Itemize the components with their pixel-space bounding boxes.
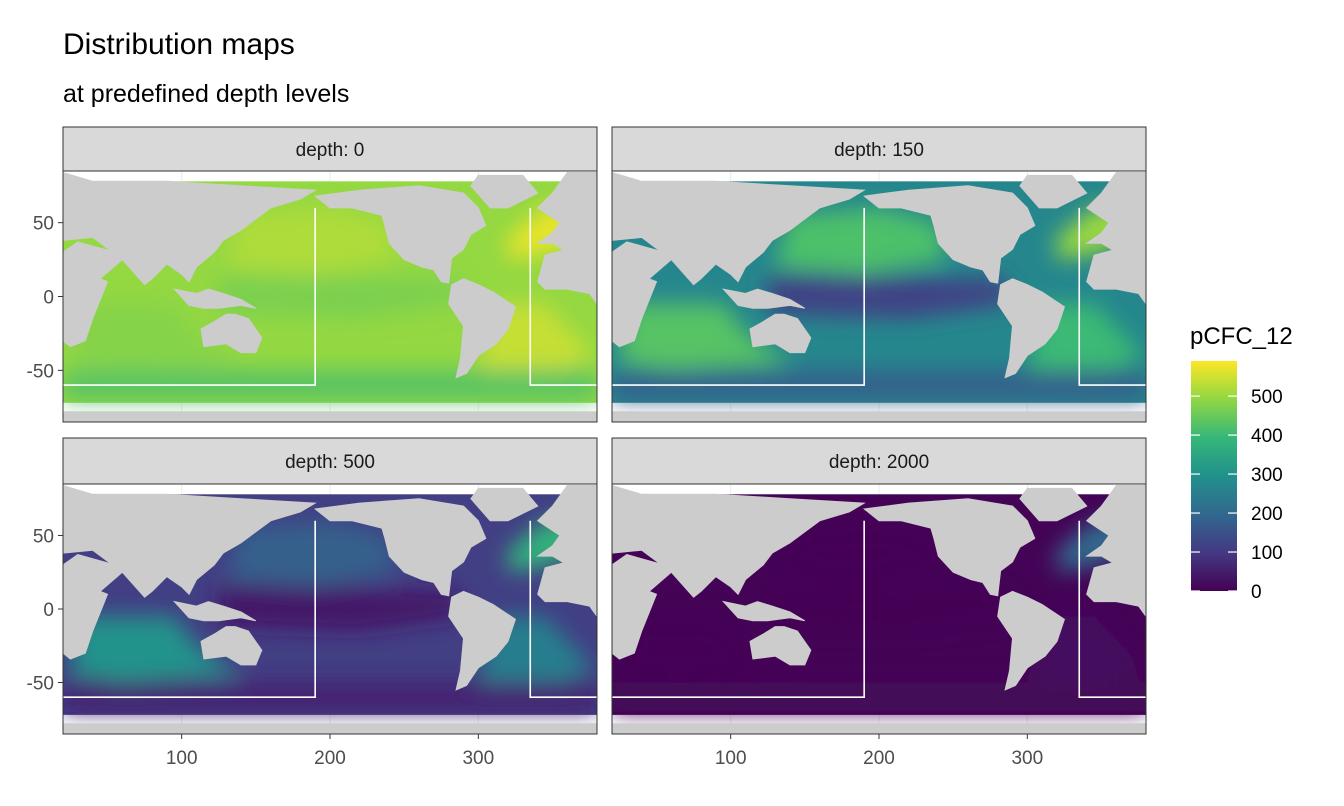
land-mass bbox=[63, 171, 317, 286]
region-tropical-pacific bbox=[767, 274, 1013, 319]
x-tick-label: 200 bbox=[314, 748, 346, 769]
y-tick-label: 50 bbox=[33, 214, 54, 235]
land-mass bbox=[200, 313, 263, 354]
region-southern-indian bbox=[70, 303, 242, 371]
land-mass bbox=[612, 171, 866, 286]
y-tick-label: 50 bbox=[33, 526, 54, 547]
land-mass bbox=[448, 590, 516, 691]
x-tick-label: 100 bbox=[166, 748, 198, 769]
panel-plot-area bbox=[612, 484, 1146, 734]
land-mass bbox=[862, 185, 1036, 284]
facet-strip-label: depth: 0 bbox=[296, 140, 365, 161]
land-mass bbox=[537, 248, 597, 305]
region-box-west bbox=[63, 207, 316, 386]
land-mass bbox=[537, 561, 597, 618]
panel-plot-area bbox=[63, 484, 597, 734]
legend-break-label: 200 bbox=[1251, 504, 1283, 525]
land-mass bbox=[172, 288, 257, 309]
region-tropical-pacific bbox=[218, 274, 464, 319]
legend-colorbar bbox=[1191, 361, 1237, 591]
region-north-pacific bbox=[775, 207, 946, 275]
y-tick-label: -50 bbox=[27, 674, 54, 695]
region-southern-ocean bbox=[63, 682, 597, 712]
land-mass bbox=[612, 554, 673, 660]
land-mass bbox=[612, 411, 1146, 422]
region-box-west bbox=[612, 520, 865, 699]
land-mass bbox=[313, 185, 487, 284]
region-box-west bbox=[612, 207, 865, 386]
region-box-west bbox=[63, 520, 316, 699]
region-southern-indian bbox=[619, 303, 790, 371]
region-north-pacific bbox=[775, 520, 946, 587]
land-mass bbox=[313, 498, 487, 597]
region-box-east bbox=[1078, 207, 1146, 386]
land-mass bbox=[63, 723, 597, 734]
land-mass bbox=[1019, 487, 1088, 522]
facet-panel-0: depth: 0 bbox=[62, 126, 598, 423]
region-tropical-pacific bbox=[767, 586, 1013, 632]
region-southern-indian bbox=[70, 616, 242, 683]
x-tick-label: 100 bbox=[715, 748, 747, 769]
legend-break-label: 500 bbox=[1251, 387, 1283, 408]
panel-plot-area bbox=[612, 171, 1146, 422]
region-southern-ocean bbox=[612, 370, 1146, 400]
legend-title: pCFC_12 bbox=[1190, 323, 1293, 350]
y-tick-label: 0 bbox=[43, 288, 54, 309]
facet-strip-label: depth: 2000 bbox=[829, 452, 929, 473]
land-mass bbox=[1019, 174, 1088, 209]
region-southern-ocean bbox=[612, 682, 1146, 712]
land-mass bbox=[470, 487, 539, 522]
land-mass bbox=[997, 278, 1065, 379]
land-mass bbox=[200, 626, 263, 666]
land-mass bbox=[1086, 248, 1146, 305]
land-mass bbox=[612, 484, 866, 598]
region-southern-indian bbox=[619, 616, 790, 683]
land-mass bbox=[721, 288, 806, 309]
region-box-east bbox=[529, 520, 597, 699]
land-mass bbox=[862, 498, 1036, 597]
land-mass bbox=[612, 723, 1146, 734]
region-north-pacific bbox=[226, 520, 397, 587]
panel-plot-area bbox=[63, 171, 597, 422]
land-mass bbox=[721, 600, 806, 622]
x-tick-label: 300 bbox=[1011, 748, 1043, 769]
region-box-east bbox=[1078, 520, 1146, 699]
land-mass bbox=[63, 241, 124, 348]
land-mass bbox=[749, 626, 812, 666]
panel-border bbox=[611, 170, 1147, 423]
land-mass bbox=[470, 174, 539, 209]
region-box-east bbox=[529, 207, 597, 386]
legend-break-label: 100 bbox=[1251, 543, 1283, 564]
facet-strip bbox=[611, 126, 1147, 172]
facet-strip-label: depth: 150 bbox=[834, 140, 924, 161]
land-mass bbox=[172, 600, 257, 622]
facet-panel-1: depth: 150 bbox=[611, 126, 1147, 423]
facet-panel-2: depth: 500 bbox=[62, 437, 598, 735]
land-mass bbox=[997, 590, 1065, 691]
y-tick-label: -50 bbox=[27, 361, 54, 382]
x-tick-label: 200 bbox=[863, 748, 895, 769]
region-north-pacific bbox=[226, 207, 397, 275]
region-southern-ocean bbox=[63, 370, 597, 400]
land-mass bbox=[63, 484, 317, 598]
land-mass bbox=[448, 278, 516, 379]
land-mass bbox=[612, 241, 673, 348]
legend-break-label: 400 bbox=[1251, 426, 1283, 447]
legend-break-label: 0 bbox=[1251, 582, 1262, 603]
land-mass bbox=[1086, 561, 1146, 618]
legend-break-label: 300 bbox=[1251, 465, 1283, 486]
chart-title: Distribution maps bbox=[63, 28, 295, 61]
y-tick-label: 0 bbox=[43, 600, 54, 621]
chart-subtitle: at predefined depth levels bbox=[63, 80, 350, 108]
land-mass bbox=[63, 411, 597, 422]
x-tick-label: 300 bbox=[462, 748, 494, 769]
facet-strip-label: depth: 500 bbox=[285, 452, 375, 473]
facet-strip bbox=[611, 437, 1147, 485]
facet-panel-3: depth: 2000 bbox=[611, 437, 1147, 735]
land-mass bbox=[63, 554, 124, 660]
land-mass bbox=[749, 313, 812, 354]
region-tropical-pacific bbox=[218, 586, 464, 632]
